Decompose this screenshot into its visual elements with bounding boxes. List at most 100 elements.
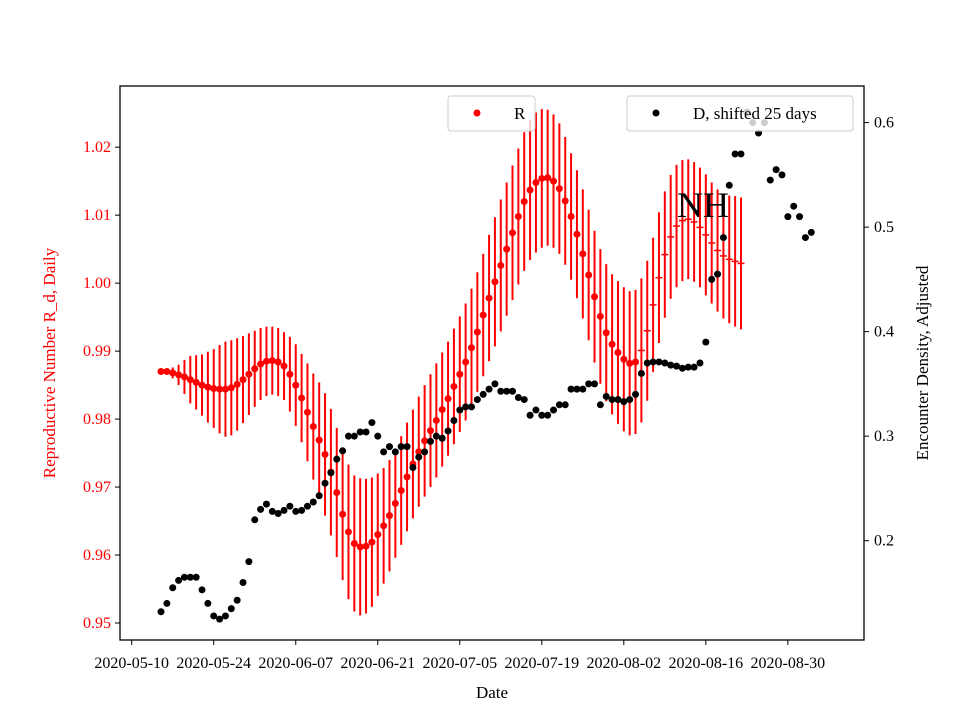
d-point bbox=[473, 396, 481, 404]
d-point bbox=[708, 275, 716, 283]
r-point bbox=[163, 367, 171, 375]
r-point bbox=[315, 436, 323, 444]
r-point bbox=[309, 423, 317, 431]
x-axis-label: Date bbox=[476, 683, 508, 702]
d-point bbox=[538, 411, 546, 419]
d-point bbox=[632, 390, 640, 398]
left-y-tick-label: 0.99 bbox=[83, 343, 111, 360]
left-y-tick-label: 0.96 bbox=[83, 547, 111, 564]
x-axis-ticks: 2020-05-10 2020-05-24 2020-06-07 2020-06-21… bbox=[94, 640, 825, 672]
r-point bbox=[339, 510, 347, 518]
right-y-axis-label: Encounter Density, Adjusted bbox=[913, 265, 932, 460]
right-y-tick-label: 0.2 bbox=[874, 533, 894, 550]
d-point bbox=[221, 612, 229, 620]
d-point bbox=[175, 576, 183, 584]
d-point bbox=[380, 448, 388, 456]
legend-d-box bbox=[626, 95, 854, 132]
d-point bbox=[298, 506, 306, 514]
right-y-tick-label: 0.4 bbox=[874, 324, 894, 341]
d-point bbox=[385, 443, 393, 451]
d-point bbox=[198, 586, 206, 594]
x-tick-label: 2020-08-02 bbox=[586, 655, 661, 672]
r-point bbox=[262, 357, 270, 365]
d-point bbox=[333, 455, 341, 463]
d-point bbox=[772, 166, 780, 174]
r-point bbox=[632, 358, 640, 366]
r-point bbox=[257, 360, 265, 368]
d-point bbox=[391, 448, 399, 456]
r-point bbox=[233, 380, 241, 388]
d-point bbox=[192, 573, 200, 581]
d-point bbox=[315, 492, 323, 500]
r-point bbox=[221, 385, 229, 393]
d-point bbox=[649, 358, 657, 366]
r-point bbox=[497, 261, 505, 269]
r-point bbox=[280, 362, 288, 370]
r-point bbox=[520, 198, 528, 206]
r-point bbox=[292, 381, 300, 389]
r-point bbox=[538, 174, 546, 182]
r-point bbox=[491, 278, 499, 286]
d-point bbox=[485, 385, 493, 393]
d-point bbox=[157, 608, 165, 616]
r-point bbox=[385, 512, 393, 520]
d-series-points bbox=[157, 108, 815, 623]
d-point bbox=[479, 390, 487, 398]
d-point bbox=[643, 359, 651, 367]
r-point bbox=[503, 245, 511, 253]
d-point bbox=[737, 150, 745, 158]
d-point bbox=[438, 434, 446, 442]
d-point bbox=[491, 380, 499, 388]
x-tick-label: 2020-05-10 bbox=[94, 655, 169, 672]
r-point bbox=[321, 450, 329, 458]
r-point bbox=[251, 365, 259, 373]
d-point bbox=[555, 401, 563, 409]
left-y-axis-label: Reproductive Number R_d, Daily bbox=[40, 247, 59, 478]
d-point bbox=[520, 396, 528, 404]
d-point bbox=[719, 234, 727, 242]
d-point bbox=[807, 228, 815, 236]
d-point bbox=[339, 447, 347, 455]
r-point bbox=[157, 367, 165, 375]
r-point bbox=[444, 395, 452, 403]
d-point bbox=[614, 396, 622, 404]
r-point bbox=[374, 531, 382, 539]
r-point bbox=[350, 539, 358, 547]
d-point bbox=[596, 401, 604, 409]
r-point bbox=[567, 213, 575, 221]
d-point bbox=[526, 411, 534, 419]
right-y-tick-label: 0.3 bbox=[874, 428, 894, 445]
d-point bbox=[415, 453, 423, 461]
d-point bbox=[432, 432, 440, 440]
d-point bbox=[690, 363, 698, 371]
d-point bbox=[233, 596, 241, 604]
d-point bbox=[374, 432, 382, 440]
d-point bbox=[673, 362, 681, 370]
d-point bbox=[262, 500, 270, 508]
r-point bbox=[368, 538, 376, 546]
d-point bbox=[362, 428, 370, 436]
r-point bbox=[356, 543, 364, 551]
d-point bbox=[801, 234, 809, 242]
d-point bbox=[257, 505, 265, 513]
d-point bbox=[368, 419, 376, 427]
r-point bbox=[555, 185, 563, 193]
d-point bbox=[678, 364, 686, 372]
r-point bbox=[415, 448, 423, 456]
x-tick-label: 2020-07-19 bbox=[504, 655, 579, 672]
r-point bbox=[245, 370, 253, 378]
d-point bbox=[303, 502, 311, 510]
r-point bbox=[403, 473, 411, 481]
d-point bbox=[286, 502, 294, 510]
d-point bbox=[350, 432, 358, 440]
d-point bbox=[169, 584, 177, 592]
d-point bbox=[444, 427, 452, 435]
d-point bbox=[602, 392, 610, 400]
x-tick-label: 2020-07-05 bbox=[422, 655, 497, 672]
d-point bbox=[585, 380, 593, 388]
d-point bbox=[403, 443, 411, 451]
x-tick-label: 2020-05-24 bbox=[176, 655, 251, 672]
d-point bbox=[186, 573, 194, 581]
d-point bbox=[714, 270, 722, 278]
r-point bbox=[526, 186, 534, 194]
